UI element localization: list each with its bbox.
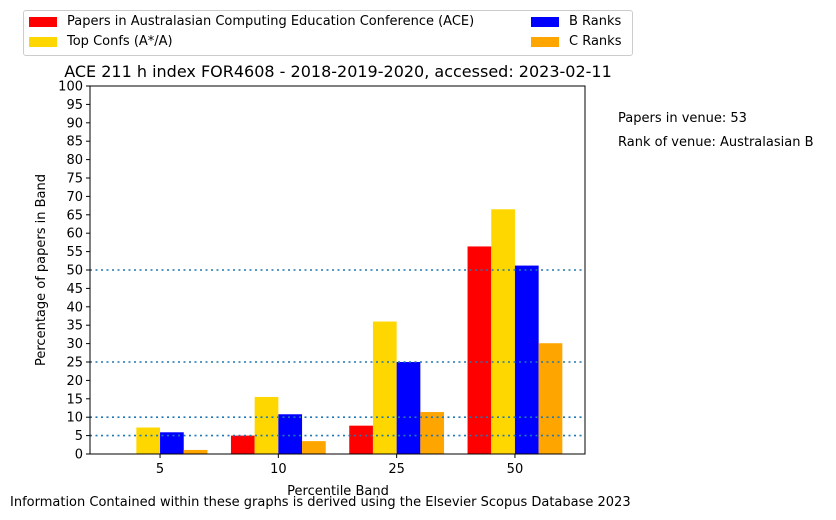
y-tick-label-35: 35 [66,319,83,334]
legend-label-ace: Papers in Australasian Computing Educati… [67,14,475,29]
x-tick-label-25: 25 [388,462,405,477]
footer-source-note: Information Contained within these graph… [10,495,631,510]
legend-swatch-c-ranks [531,37,559,47]
legend-label-b-ranks: B Ranks [569,14,622,29]
y-tick-label-0: 0 [75,448,83,463]
y-tick-label-70: 70 [66,190,83,205]
chart-title: ACE 211 h index FOR4608 - 2018-2019-2020… [64,62,612,81]
y-tick-label-40: 40 [66,300,83,315]
bar-c-ranks-5 [183,449,208,454]
y-tick-label-25: 25 [66,356,83,371]
bar-b-ranks-5 [160,432,184,454]
y-tick-label-50: 50 [66,264,83,279]
papers-in-venue-note: Papers in venue: 53 [618,111,747,126]
legend: Papers in Australasian Computing Educati… [23,10,633,56]
x-axis-label: Percentile Band [287,484,389,499]
y-tick-label-60: 60 [66,227,83,242]
bar-top-confs-a-a-5 [136,427,161,454]
bar-b-ranks-25 [396,362,421,454]
plot-frame [89,85,586,455]
x-tick-label-50: 50 [507,462,524,477]
y-axis-label: Percentage of papers in Band [34,174,49,366]
y-tick-label-30: 30 [66,337,83,352]
y-tick-label-80: 80 [66,153,83,168]
y-tick-label-15: 15 [66,392,83,407]
x-tick-label-10: 10 [270,462,287,477]
legend-swatch-ace [29,17,57,27]
bar-c-ranks-10 [302,441,326,454]
bar-c-ranks-25 [420,412,445,454]
bar-c-ranks-50 [538,343,563,454]
y-tick-label-100: 100 [58,80,83,95]
bar-papers-in-australasian-computing-education-conference-ace-50 [467,246,492,454]
y-tick-label-5: 5 [75,429,83,444]
y-tick-label-65: 65 [66,208,83,223]
y-tick-label-45: 45 [66,282,83,297]
y-tick-label-55: 55 [66,245,83,260]
bar-papers-in-australasian-computing-education-conference-ace-25 [349,425,373,454]
x-tick-label-5: 5 [156,462,164,477]
bar-top-confs-a-a-10 [254,396,279,454]
legend-label-c-ranks: C Ranks [569,34,622,49]
bar-b-ranks-10 [278,414,303,454]
y-tick-label-85: 85 [66,135,83,150]
legend-label-top-confs: Top Confs (A*/A) [67,34,173,49]
y-tick-label-90: 90 [66,116,83,131]
bar-b-ranks-50 [514,265,539,454]
y-tick-label-10: 10 [66,411,83,426]
rank-of-venue-note: Rank of venue: Australasian B [618,135,814,150]
y-tick-label-75: 75 [66,172,83,187]
legend-swatch-top-confs [29,37,57,47]
bar-papers-in-australasian-computing-education-conference-ace-10 [230,435,255,454]
bar-top-confs-a-a-25 [372,321,397,454]
y-tick-label-20: 20 [66,374,83,389]
legend-swatch-b-ranks [531,17,559,27]
y-tick-label-95: 95 [66,98,83,113]
plot-area: 5 10 25 50 0 5 10 15 20 25 30 35 40 45 50 55 60 65 70 75 80 8… [58,80,586,477]
